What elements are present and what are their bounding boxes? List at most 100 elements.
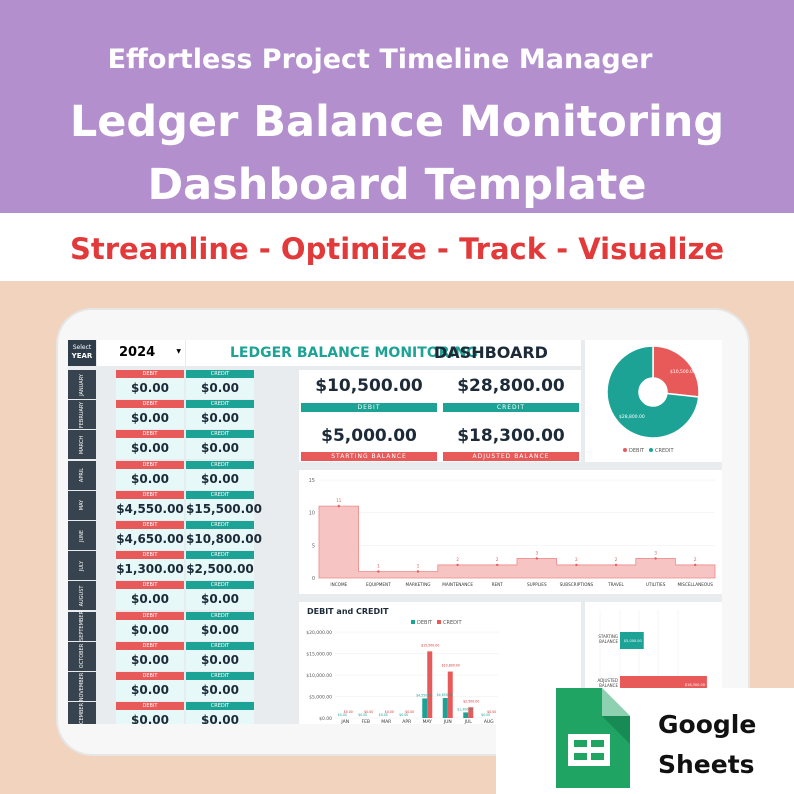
- credit-header: CREDIT: [186, 430, 254, 439]
- debit-value: $0.00: [116, 680, 184, 701]
- debit-header: DEBIT: [116, 672, 184, 680]
- bar-y-tick: $0.00: [319, 716, 332, 722]
- bar-x-tick: APR: [402, 719, 411, 724]
- credit-value: $10,800.00: [186, 529, 262, 550]
- area-data-label: 2: [456, 557, 459, 562]
- debit-value: $1,300.00: [116, 559, 184, 581]
- kpi-credit-value: $28,800.00: [457, 376, 565, 396]
- month-name: NOVEMBER: [79, 672, 85, 701]
- pie-label-credit: $28,800.00: [619, 414, 645, 420]
- debit-header: DEBIT: [116, 460, 184, 469]
- area-data-label: 3: [654, 550, 657, 555]
- pie-chart: $10,500.00 $28,800.00 DEBIT CREDIT: [606, 345, 700, 454]
- bar-y-tick: $15,000.00: [306, 652, 332, 658]
- pie-slice-credit: [606, 345, 700, 439]
- month-label-august: AUGUST: [68, 581, 96, 611]
- debit-value: $0.00: [116, 710, 184, 724]
- credit-value: $0.00: [186, 408, 254, 430]
- dashboard-title-accent: DASHBOARD: [434, 343, 548, 362]
- bar-data-label-debit: $4,550.00: [416, 693, 432, 697]
- area-data-label: 2: [575, 557, 578, 562]
- kpi-credit-label: CREDIT: [443, 403, 579, 412]
- credit-header: CREDIT: [186, 460, 254, 469]
- month-label-february: FEBRUARY: [68, 400, 96, 430]
- debit-value: $0.00: [116, 378, 184, 399]
- bar-x-tick: AUG: [484, 719, 494, 724]
- chevron-down-icon: ▼: [176, 348, 181, 355]
- credit-header: CREDIT: [186, 611, 254, 620]
- area-point: [337, 504, 340, 508]
- bar-data-label-debit: $0.00: [481, 713, 490, 717]
- bar-data-label-credit: $0.00: [487, 710, 496, 714]
- debit-value: $0.00: [116, 468, 184, 490]
- bar-data-label-credit: $15,500.00: [421, 643, 439, 647]
- kpi-adjusted-label: ADJUSTED BALANCE: [443, 452, 579, 461]
- bar-data-label-credit: $10,800.00: [442, 664, 460, 668]
- month-name: JULY: [79, 560, 85, 571]
- credit-value: $0.00: [186, 619, 254, 641]
- year-dropdown[interactable]: 2024 ▼: [97, 340, 185, 366]
- bar-data-label-debit: $0.00: [379, 713, 388, 717]
- area-y-tick: 15: [309, 478, 315, 484]
- hbar-data-label: $18,300.00: [685, 683, 705, 687]
- credit-value: $0.00: [186, 589, 254, 611]
- badge-sheets: Sheets: [658, 750, 755, 779]
- debit-header: DEBIT: [116, 430, 184, 439]
- area-data-label: 2: [615, 557, 618, 562]
- month-name: JANUARY: [79, 373, 85, 396]
- credit-header: CREDIT: [186, 581, 254, 590]
- bar-y-tick: $5,000.00: [309, 695, 332, 701]
- legend-credit-label: CREDIT: [655, 448, 674, 454]
- dashboard-screen: Select YEAR 2024 ▼ LEDGER BALANCE MONITO…: [68, 340, 722, 724]
- debit-value: $0.00: [116, 408, 184, 430]
- kpi-starting-label: STARTING BALANCE: [301, 452, 437, 461]
- credit-value: $0.00: [186, 710, 254, 724]
- kpi-adjusted-value: $18,300.00: [457, 426, 565, 446]
- bar-debit: [442, 698, 448, 718]
- bar-credit: [447, 671, 453, 718]
- legend-debit-swatch: [411, 620, 415, 624]
- area-point: [535, 557, 538, 560]
- hbar-y-tick: BALANCE: [599, 639, 618, 644]
- legend-debit-swatch: [623, 448, 627, 452]
- month-name: APRIL: [79, 468, 85, 483]
- area-y-tick: 5: [312, 543, 315, 549]
- debit-value: $0.00: [116, 649, 184, 671]
- bar-data-label-credit: $2,500.00: [463, 699, 479, 703]
- legend-credit-label: CREDIT: [443, 620, 462, 626]
- area-point: [456, 563, 459, 567]
- legend-credit-swatch: [437, 620, 441, 624]
- hbar-y-tick: STARTING: [598, 634, 618, 639]
- area-data-label: 2: [694, 557, 697, 562]
- debit-header: DEBIT: [116, 400, 184, 409]
- banner-subtitle: Effortless Project Timeline Manager: [107, 44, 653, 75]
- hbar-y-tick: BALANCE: [599, 683, 618, 688]
- area-x-tick: RENT: [492, 582, 504, 587]
- tagline: Streamline - Optimize - Track - Visualiz…: [69, 232, 725, 266]
- area-y-tick: 0: [312, 576, 315, 582]
- month-label-march: MARCH: [68, 430, 96, 460]
- credit-value: $0.00: [186, 378, 254, 399]
- credit-header: CREDIT: [186, 490, 254, 499]
- area-x-tick: MARKETING: [406, 582, 431, 587]
- bar-chart-title: DEBIT and CREDIT: [307, 607, 389, 616]
- debit-value: $0.00: [116, 619, 184, 641]
- month-label-october: OCTOBER: [68, 641, 96, 671]
- credit-value: $0.00: [186, 438, 254, 460]
- bar-data-label-credit: $0.00: [344, 710, 353, 714]
- area-data-label: 3: [536, 550, 539, 555]
- hbar-starting: [620, 632, 644, 649]
- debit-header: DEBIT: [116, 702, 184, 711]
- month-name: DECEMBER: [79, 702, 85, 724]
- select-year-label: Select YEAR: [68, 340, 96, 366]
- area-x-tick: INCOME: [330, 582, 347, 587]
- area-data-label: 1: [377, 563, 380, 568]
- debit-header: DEBIT: [116, 641, 184, 650]
- month-name: AUGUST: [79, 585, 85, 607]
- bar-x-tick: JAN: [340, 719, 349, 724]
- month-name: MAY: [79, 500, 85, 511]
- banner-title-line1: Ledger Balance Monitoring: [69, 97, 725, 147]
- credit-header: CREDIT: [186, 672, 254, 680]
- credit-header: CREDIT: [186, 400, 254, 409]
- hbar-y-tick: ADJUSTED: [597, 678, 618, 683]
